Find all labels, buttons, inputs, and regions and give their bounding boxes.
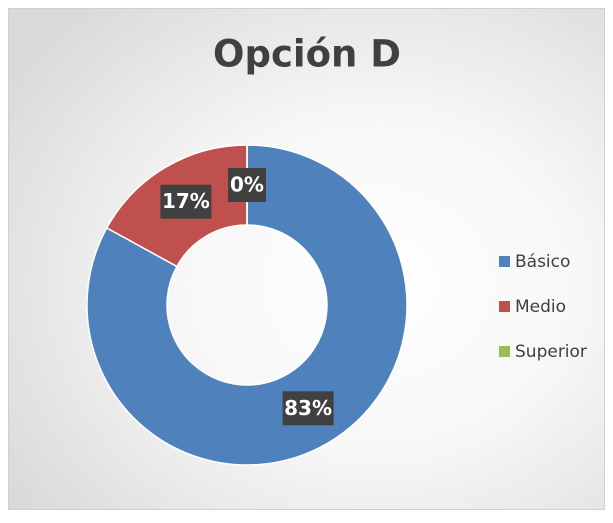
- data-label-box: [228, 168, 266, 202]
- legend-swatch: [499, 301, 510, 312]
- legend-label: Básico: [515, 252, 570, 272]
- data-label-box: [160, 184, 212, 219]
- data-label: 17%: [162, 189, 210, 213]
- chart-title: Opción D: [213, 33, 401, 76]
- data-label-box: [282, 391, 334, 426]
- donut-segment: [86, 144, 408, 466]
- legend-label: Superior: [515, 342, 587, 362]
- data-label: 83%: [284, 396, 332, 420]
- legend-label: Medio: [515, 297, 566, 317]
- data-label: 0%: [230, 173, 264, 197]
- legend-swatch: [499, 346, 510, 357]
- legend-swatch: [499, 256, 510, 267]
